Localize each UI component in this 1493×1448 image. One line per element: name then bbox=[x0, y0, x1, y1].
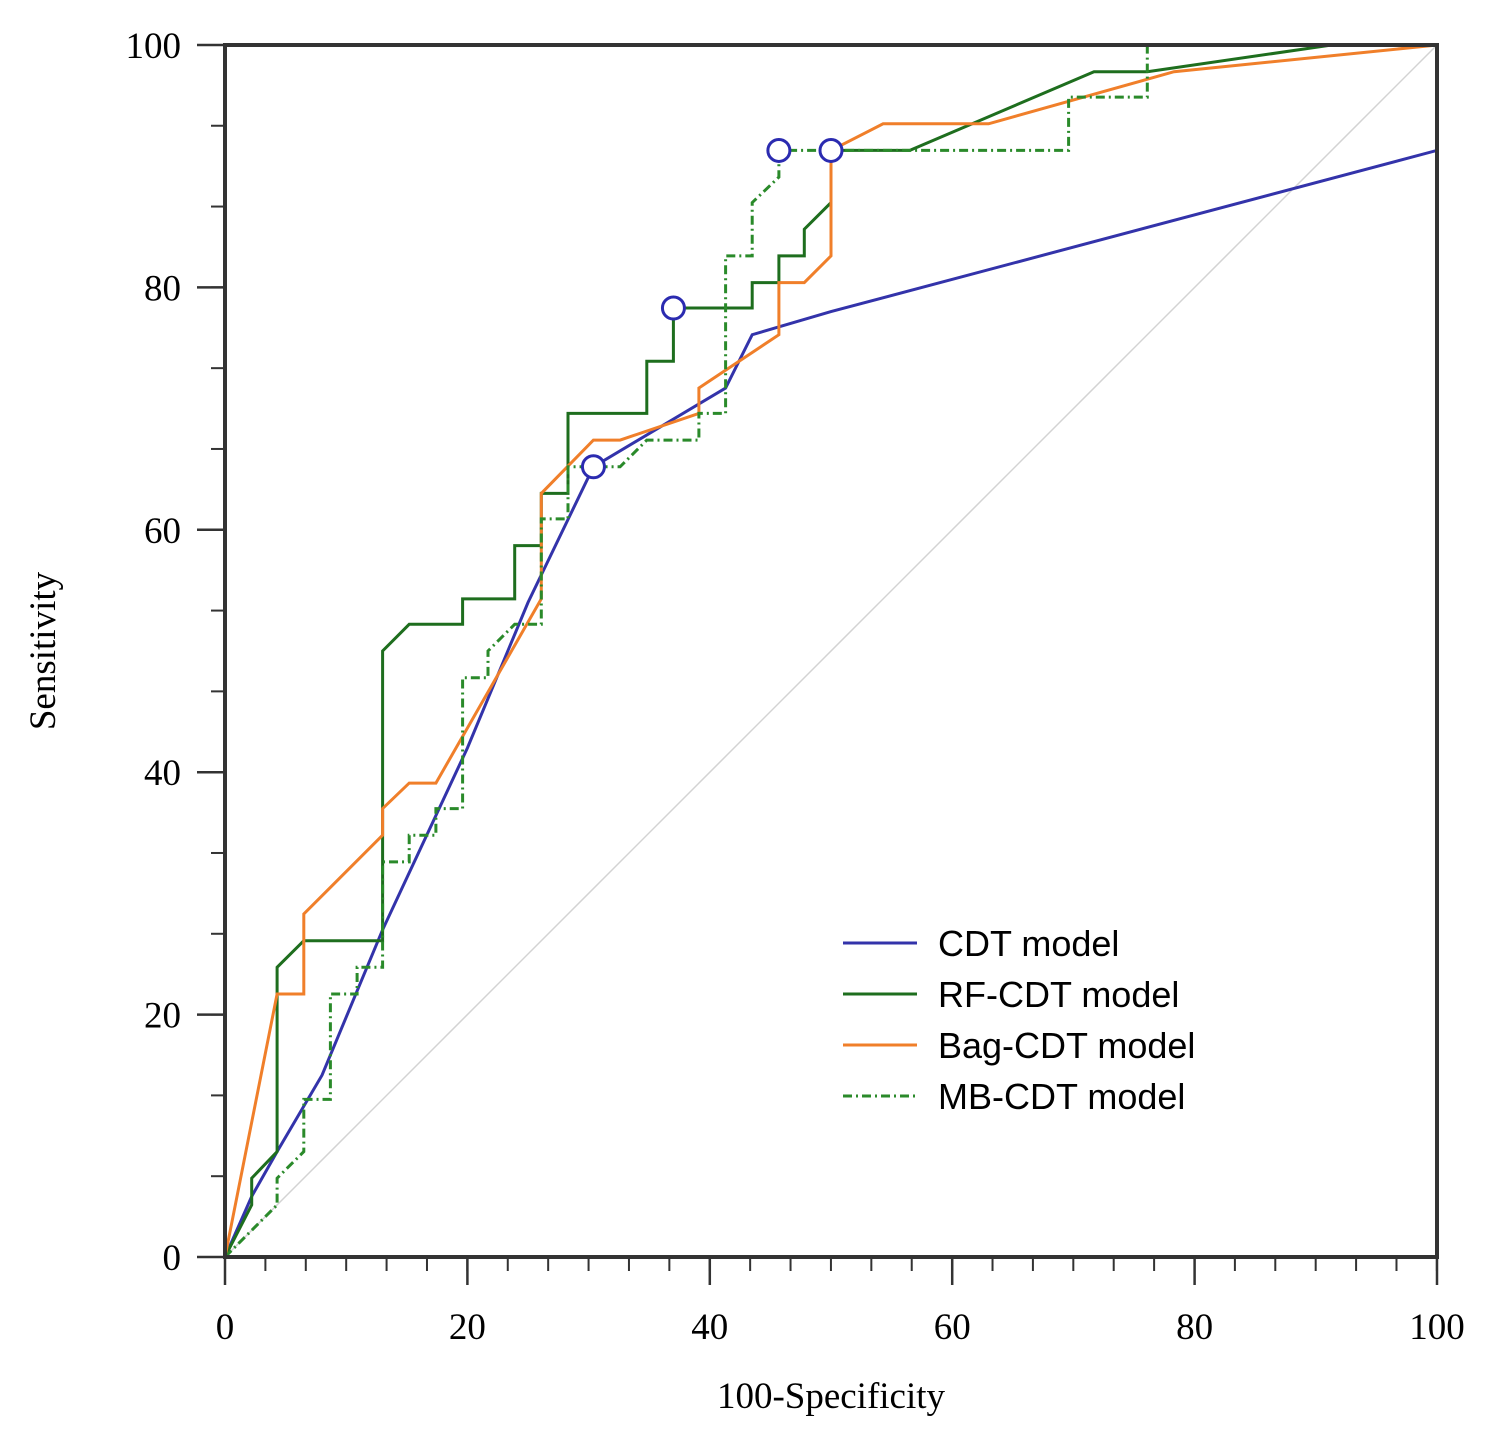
legend-label: Bag-CDT model bbox=[938, 1025, 1195, 1066]
marker-layer bbox=[580, 137, 844, 480]
x-tick-label: 100 bbox=[1409, 1307, 1465, 1348]
x-tick-label: 60 bbox=[934, 1307, 971, 1348]
y-axis-title: Sensitivity bbox=[23, 571, 64, 730]
x-tick-label: 0 bbox=[216, 1307, 235, 1348]
x-axis-title: 100-Specificity bbox=[717, 1376, 946, 1417]
legend-label: CDT model bbox=[938, 923, 1119, 964]
optimal-point-marker bbox=[580, 454, 606, 480]
y-tick-label: 60 bbox=[144, 511, 181, 552]
y-tick-label: 40 bbox=[144, 753, 181, 794]
optimal-point-marker bbox=[766, 137, 792, 163]
series-layer bbox=[223, 43, 1439, 1259]
series-line-mb-cdt-model bbox=[223, 43, 1437, 1259]
optimal-point-marker bbox=[660, 295, 686, 321]
x-tick-label: 80 bbox=[1176, 1307, 1213, 1348]
x-tick-label: 20 bbox=[449, 1307, 486, 1348]
tick-layer: 0 20 40 60 80 100 0 20 40 60 80 100 bbox=[126, 26, 1465, 1348]
y-tick-label: 0 bbox=[163, 1238, 182, 1279]
legend: CDT model RF-CDT model Bag-CDT model MB-CDT… bbox=[843, 923, 1195, 1117]
y-tick-label: 20 bbox=[144, 996, 181, 1037]
legend-label: MB-CDT model bbox=[938, 1076, 1185, 1117]
optimal-point-marker bbox=[818, 137, 844, 163]
series-line-bag-cdt-model bbox=[223, 43, 1438, 1258]
y-tick-label: 80 bbox=[144, 268, 181, 309]
diagonal-reference-line bbox=[224, 44, 1438, 1258]
y-tick-label: 100 bbox=[126, 26, 182, 67]
legend-label: RF-CDT model bbox=[938, 974, 1179, 1015]
diagonal-layer bbox=[224, 44, 1438, 1258]
x-tick-label: 40 bbox=[691, 1307, 728, 1348]
